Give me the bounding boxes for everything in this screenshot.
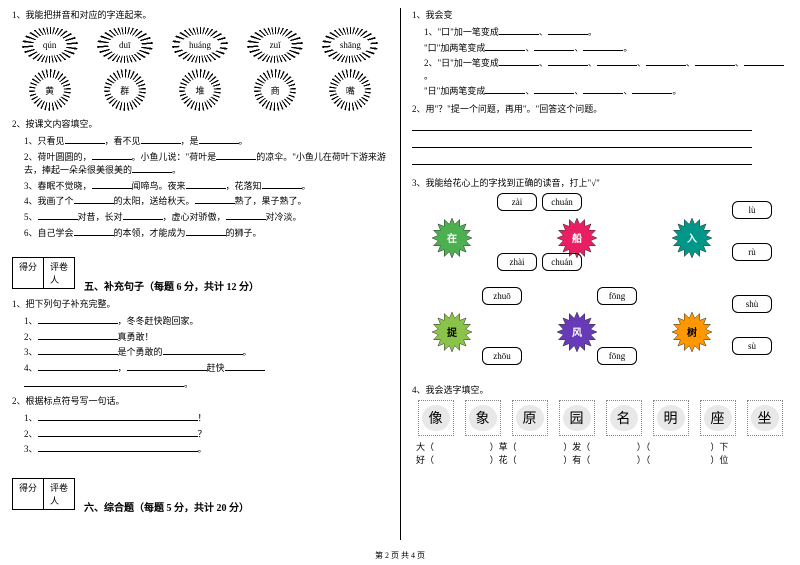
pinyin-option: chuán — [542, 253, 582, 271]
score-cell: 得分 — [12, 257, 44, 289]
score-box-6: 得分 评卷人 — [12, 478, 74, 510]
sub1-header: 1、把下列句子补充完整。 — [12, 297, 388, 310]
rq1-item: "日"加两笔变成、、、。 — [412, 84, 788, 98]
fill-cell: ）（ — [637, 440, 711, 453]
sub1-item: 。 — [12, 377, 388, 391]
sub2-header: 2、根据标点符号写一句话。 — [12, 394, 388, 407]
rq1-item: "口"加两笔变成、、。 — [412, 41, 788, 55]
pinyin-option: zhài — [497, 253, 537, 271]
apple-char: 座 — [700, 400, 736, 436]
pinyin-option: sù — [732, 337, 772, 355]
grader-cell: 评卷人 — [43, 257, 75, 289]
fill-cell: ）有（ — [563, 453, 637, 466]
fill-cell: ）（ — [637, 453, 711, 466]
r-q3-header: 3、我能给花心上的字找到正确的读音，打上"√" — [412, 176, 788, 189]
char-starburst: 树 — [672, 312, 712, 352]
char-sunburst-row: 黄群堆商嘴 — [12, 69, 388, 111]
q2-item: 6、自己学会的本领，才能成为的狮子。 — [12, 226, 388, 240]
rq1-item: 1、"口"加一笔变成、。 — [412, 25, 788, 39]
q2-item: 5、对昔，长对，虚心对骄傲，对冷淡。 — [12, 210, 388, 224]
pinyin-option: shù — [732, 295, 772, 313]
rq1-item: 2、"日"加一笔变成、、、、、。 — [412, 56, 788, 82]
fill-cell: 好（ — [416, 453, 490, 466]
page-footer: 第 2 页 共 4 页 — [0, 550, 800, 561]
section5-title: 五、补充句子（每题 6 分，共计 12 分） — [84, 278, 259, 293]
q2-item: 1、只看见，看不见，是。 — [12, 134, 388, 148]
char-sunburst: 黄 — [29, 69, 71, 111]
q2-items: 1、只看见，看不见，是。 2、荷叶圆圆的，。小鱼儿说："荷叶是的凉伞。"小鱼儿在荷… — [12, 134, 388, 239]
pinyin-option: zài — [497, 193, 537, 211]
pinyin-sunburst: qún — [22, 27, 78, 63]
grader-cell: 评卷人 — [43, 478, 75, 510]
sub1-item: 4、，赶快 — [12, 361, 388, 375]
q1-header: 1、我能把拼音和对应的字连起来。 — [12, 8, 388, 21]
sub1-item: 2、真勇敢！ — [12, 330, 388, 344]
pinyin-cluster-top: 在zàizhài船chuánchuán入lùrù — [412, 193, 788, 283]
sub2-item: 3、。 — [12, 442, 388, 456]
fill-cell: ）花（ — [490, 453, 564, 466]
pinyin-sunburst: duī — [97, 27, 153, 63]
q2-item: 3、春眠不觉晓，闻啼鸟。夜来，花落知。 — [12, 179, 388, 193]
sub1-items: 1、，冬冬赶快跑回家。 2、真勇敢！3、是个勇敢的。 4、，赶快。 — [12, 314, 388, 390]
pinyin-option: rù — [732, 243, 772, 261]
section6-title: 六、综合题（每题 5 分，共计 20 分） — [84, 499, 249, 514]
pinyin-option: chuán — [542, 193, 582, 211]
fill-row-b: 好（）花（）有（）（）位 — [412, 453, 788, 466]
sub2-item: 1、！ — [12, 411, 388, 425]
pinyin-sunburst-row: qúnduī huáng zuǐ shāng — [12, 27, 388, 63]
pinyin-option: lù — [732, 201, 772, 219]
fill-cell: ）下 — [710, 440, 784, 453]
pinyin-option: fōng — [597, 347, 637, 365]
answer-line — [412, 153, 752, 165]
pinyin-option: zhuō — [482, 287, 522, 305]
fill-cell: 大（ — [416, 440, 490, 453]
pinyin-sunburst: zuǐ — [247, 27, 303, 63]
answer-line — [412, 119, 752, 131]
sub2-items: 1、！ 2、？3、。 — [12, 411, 388, 456]
char-starburst: 入 — [672, 218, 712, 258]
apple-char: 名 — [606, 400, 642, 436]
right-column: 1、我会变 1、"口"加一笔变成、。 "口"加两笔变成、、。2、"日"加一笔变成… — [400, 0, 800, 565]
sub1-item: 3、是个勇敢的。 — [12, 345, 388, 359]
pinyin-option: fōng — [597, 287, 637, 305]
apple-char: 园 — [559, 400, 595, 436]
left-column: 1、我能把拼音和对应的字连起来。 qúnduī huáng zuǐ shāng 黄群堆… — [0, 0, 400, 565]
answer-line — [412, 136, 752, 148]
r-q4-header: 4、我会选字填空。 — [412, 383, 788, 396]
q2-item: 2、荷叶圆圆的，。小鱼儿说："荷叶是的凉伞。"小鱼儿在荷叶下游来游去，捧起一朵朵… — [12, 150, 388, 177]
apple-row: 像象原园名明座坐 — [412, 400, 788, 436]
score-cell: 得分 — [12, 478, 44, 510]
r-q2-header: 2、用"？"提一个问题，再用"。"回答这个问题。 — [412, 102, 788, 115]
score-box-5: 得分 评卷人 — [12, 257, 74, 289]
char-sunburst: 堆 — [179, 69, 221, 111]
fill-cell: ）发（ — [563, 440, 637, 453]
char-starburst: 捉 — [432, 312, 472, 352]
apple-char: 明 — [653, 400, 689, 436]
q2-header: 2、按课文内容填空。 — [12, 117, 388, 130]
r-q1-items: 1、"口"加一笔变成、。 "口"加两笔变成、、。2、"日"加一笔变成、、、、、。… — [412, 25, 788, 98]
char-starburst: 风 — [557, 312, 597, 352]
char-starburst: 船 — [557, 218, 597, 258]
apple-char: 原 — [512, 400, 548, 436]
sub2-item: 2、？ — [12, 427, 388, 441]
fill-cell: ）草（ — [490, 440, 564, 453]
pinyin-sunburst: shāng — [322, 27, 378, 63]
apple-char: 象 — [465, 400, 501, 436]
q2-item: 4、我画了个的太阳，送给秋天。熟了，果子熟了。 — [12, 194, 388, 208]
pinyin-option: zhōu — [482, 347, 522, 365]
char-sunburst: 群 — [104, 69, 146, 111]
sub1-item: 1、，冬冬赶快跑回家。 — [12, 314, 388, 328]
apple-char: 像 — [418, 400, 454, 436]
pinyin-sunburst: huáng — [172, 27, 228, 63]
char-sunburst: 嘴 — [329, 69, 371, 111]
fill-cell: ）位 — [710, 453, 784, 466]
char-starburst: 在 — [432, 218, 472, 258]
fill-row-a: 大（）草（）发（）（）下 — [412, 440, 788, 453]
apple-char: 坐 — [747, 400, 783, 436]
pinyin-cluster-bottom: 捉 zhuō zhōu 风fōng fōng 树 shù sù — [412, 287, 788, 377]
char-sunburst: 商 — [254, 69, 296, 111]
r-q1-header: 1、我会变 — [412, 8, 788, 21]
